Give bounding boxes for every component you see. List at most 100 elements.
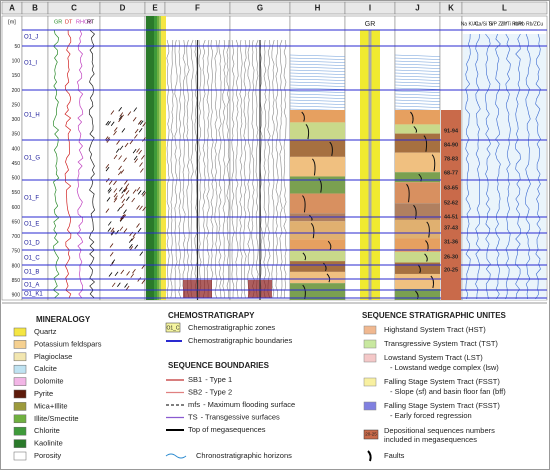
legend-subitem: - Early forced regression [390, 411, 472, 420]
column-header: F [195, 4, 200, 13]
facies-band [290, 193, 345, 214]
seismic-trace [255, 39, 259, 299]
swatch [363, 401, 377, 411]
core-mark [137, 277, 142, 282]
log-curve [76, 29, 84, 299]
depth-tick: 50 [14, 44, 20, 50]
seismic-trace [275, 39, 279, 299]
calcite-line [394, 105, 441, 108]
boundary-code: SB1 [188, 375, 202, 384]
column-header: K [448, 4, 454, 13]
log-header: RHOB [76, 19, 92, 25]
core-mark [132, 148, 137, 154]
core-mark [123, 209, 127, 214]
core-mark [132, 189, 137, 194]
core-mark [142, 137, 146, 142]
core-mark [107, 221, 112, 226]
column-header: A [9, 4, 15, 13]
core-mark [141, 264, 146, 270]
log-header: GR [54, 19, 62, 25]
zone-label: O1_G [24, 156, 40, 162]
element-header: Ca/Si Si [475, 21, 493, 27]
core-mark [105, 208, 110, 213]
facies-band [395, 172, 440, 183]
boundary-text: - Type 1 [205, 375, 232, 384]
core-mark [130, 273, 135, 278]
legend-item: Mica+Illite [34, 401, 68, 410]
seismic-trace [222, 39, 226, 299]
mineral-strip [159, 16, 161, 300]
core-mark [113, 154, 118, 160]
core-mark [113, 188, 118, 193]
depth-tick: 200 [12, 88, 21, 94]
column-header: B [32, 4, 38, 13]
legend-title: CHEMOSTRATIGRAPY [168, 311, 255, 320]
seismic-trace [210, 39, 214, 299]
core-mark [109, 243, 114, 248]
element-header: Na K/AL [461, 21, 480, 27]
core-mark [111, 259, 116, 264]
sym [367, 450, 372, 462]
core-mark [106, 138, 111, 143]
calcite-line [289, 105, 346, 108]
core-mark [105, 164, 110, 169]
legend-item: SB1- Type 1 [188, 375, 232, 384]
core-mark [134, 134, 138, 139]
fault [305, 124, 310, 140]
seismic-trace [239, 39, 243, 299]
facies-band [395, 152, 440, 173]
sequence-number: 37-43 [444, 225, 458, 231]
calcite-line [289, 90, 346, 93]
core-mark [139, 205, 143, 211]
log-curve [88, 29, 96, 299]
facies-band [395, 110, 440, 125]
fault [309, 214, 313, 221]
legend-item: Dolomite [34, 377, 64, 386]
calcite-line [289, 99, 346, 102]
legend-title: MINERALOGY [36, 315, 91, 324]
facies-band [395, 238, 440, 252]
element-curve [505, 33, 511, 300]
calcite-line [394, 96, 441, 99]
zone-label: O1_C [24, 256, 40, 262]
core-mark [109, 252, 114, 257]
core-mark [121, 189, 126, 194]
core-mark [139, 162, 143, 167]
swatch [13, 414, 27, 424]
depth-tick: 700 [12, 234, 21, 240]
core-mark [118, 165, 122, 171]
sequence-number: 44-51 [444, 214, 458, 220]
fault [329, 141, 333, 156]
facies-band [395, 203, 440, 220]
column-header: D [120, 4, 126, 13]
swatch [13, 377, 27, 386]
fault [302, 252, 307, 261]
facies-band [290, 261, 345, 272]
swatch [363, 339, 377, 349]
calcite-line [289, 72, 346, 75]
core-mark [124, 283, 128, 288]
core-mark [126, 271, 130, 276]
core-mark [125, 183, 130, 188]
core-mark [117, 170, 122, 176]
facies-band [290, 271, 345, 284]
calcite-line [289, 54, 346, 57]
seismic-trace [174, 39, 178, 299]
core-mark [105, 166, 110, 172]
column [21, 15, 49, 301]
seismic-trace [186, 39, 190, 299]
sequence-number: 26-30 [444, 254, 458, 260]
zone-label: O1_A [24, 283, 39, 289]
swatch [13, 364, 27, 374]
fault [410, 111, 414, 124]
sequence-number: 63-65 [444, 185, 458, 191]
element-curve [475, 33, 481, 300]
fault [327, 240, 332, 251]
boundary-code: mfs [188, 400, 200, 409]
depth-tick: 250 [12, 102, 21, 108]
mineral-strip [146, 16, 154, 300]
legend-item: Pyrite [34, 389, 53, 398]
core-mark [132, 116, 137, 122]
element-bg [463, 34, 546, 300]
depth-tick: 650 [12, 219, 21, 225]
